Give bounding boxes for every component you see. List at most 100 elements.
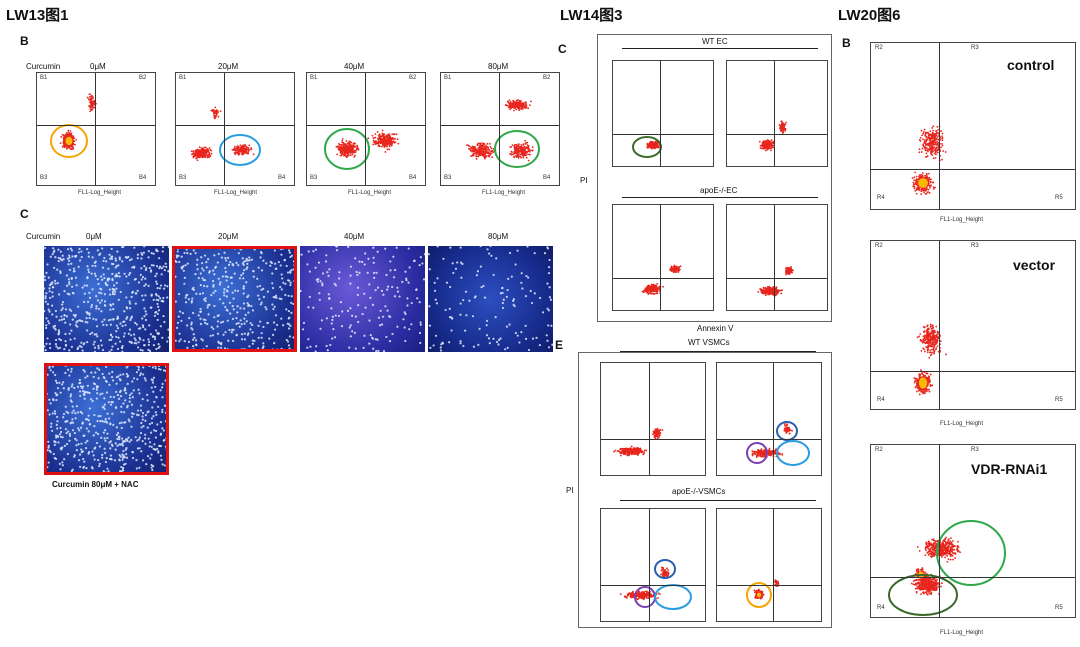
cell-nucleus	[132, 389, 135, 392]
event-dot	[651, 144, 653, 146]
cell-nucleus	[317, 261, 321, 264]
cell-nucleus	[486, 248, 489, 251]
cell-nucleus	[151, 406, 154, 409]
cell-nucleus	[119, 455, 122, 458]
cell-nucleus	[551, 343, 553, 346]
cell-nucleus	[232, 297, 235, 300]
cell-nucleus	[232, 264, 235, 267]
cell-nucleus	[231, 328, 234, 331]
cell-nucleus	[404, 270, 407, 273]
cell-nucleus	[85, 427, 88, 430]
cell-nucleus	[524, 337, 528, 340]
cell-nucleus	[279, 285, 282, 289]
event-dot	[766, 142, 769, 144]
event-dot	[671, 267, 673, 270]
cell-nucleus	[106, 412, 109, 415]
cell-nucleus	[44, 287, 46, 290]
cell-nucleus	[393, 295, 397, 298]
cell-nucleus	[234, 289, 237, 292]
event-dot	[211, 110, 214, 113]
cell-nucleus	[49, 369, 52, 372]
cell-nucleus	[220, 256, 224, 259]
cell-nucleus	[464, 329, 467, 332]
event-dot	[514, 105, 517, 107]
cell-nucleus	[125, 446, 128, 450]
cell-nucleus	[119, 340, 122, 343]
cell-nucleus	[143, 246, 146, 248]
event-dot	[356, 147, 359, 149]
cell-nucleus	[110, 473, 114, 475]
cell-nucleus	[139, 348, 142, 351]
cell-nucleus	[329, 343, 332, 347]
cell-nucleus	[220, 343, 223, 346]
cell-nucleus	[211, 334, 215, 337]
cell-nucleus	[83, 434, 86, 437]
event-dot	[519, 149, 522, 152]
cell-nucleus	[104, 379, 108, 382]
event-dot	[377, 142, 380, 144]
cell-nucleus	[165, 437, 168, 440]
cell-nucleus	[118, 458, 121, 461]
event-dot	[776, 291, 779, 294]
cell-nucleus	[59, 447, 62, 450]
cell-nucleus	[349, 274, 352, 277]
cell-nucleus	[267, 246, 270, 250]
lw14-ec-apoe-1	[612, 204, 714, 311]
event-dot	[653, 141, 656, 144]
cell-nucleus	[403, 326, 406, 329]
cell-nucleus	[533, 292, 536, 295]
cell-nucleus	[120, 426, 123, 430]
cell-nucleus	[57, 293, 61, 296]
event-dot	[195, 149, 198, 152]
cell-nucleus	[61, 307, 64, 310]
cell-nucleus	[73, 431, 77, 435]
cell-nucleus	[59, 426, 62, 430]
cell-nucleus	[68, 268, 72, 272]
cell-nucleus	[55, 315, 58, 318]
event-dot	[88, 93, 91, 96]
event-dot	[350, 154, 352, 157]
event-dot	[377, 145, 380, 147]
cell-nucleus	[124, 438, 128, 441]
cell-nucleus	[155, 429, 158, 433]
event-dot	[247, 147, 250, 150]
cell-nucleus	[227, 339, 230, 342]
event-dot	[780, 292, 783, 295]
cell-nucleus	[174, 339, 177, 342]
cell-nucleus	[229, 261, 232, 264]
cell-nucleus	[276, 348, 279, 351]
cell-nucleus	[96, 419, 99, 423]
cell-nucleus	[161, 427, 164, 430]
cell-nucleus	[550, 324, 553, 327]
cell-nucleus	[105, 260, 108, 263]
cell-nucleus	[118, 469, 122, 473]
event-dot	[466, 144, 468, 147]
cell-nucleus	[56, 347, 60, 350]
event-dot	[377, 140, 380, 143]
cell-nucleus	[259, 320, 262, 323]
cell-nucleus	[148, 324, 151, 327]
event-dot	[90, 102, 93, 104]
event-dot	[468, 145, 471, 148]
event-dot	[346, 151, 349, 154]
cell-nucleus	[94, 371, 97, 374]
event-dot	[344, 151, 347, 154]
cell-nucleus	[65, 315, 69, 318]
cell-nucleus	[492, 273, 495, 277]
cell-nucleus	[103, 447, 106, 450]
event-dot	[214, 115, 217, 117]
lw14-scatter-1	[632, 136, 662, 158]
cell-nucleus	[262, 325, 265, 329]
event-dot	[511, 106, 514, 109]
event-dot	[525, 146, 528, 149]
event-dot	[526, 144, 529, 146]
cell-nucleus	[91, 331, 94, 334]
cell-nucleus	[161, 382, 164, 386]
event-dot	[642, 291, 645, 294]
cell-nucleus	[131, 450, 134, 454]
cell-nucleus	[246, 302, 249, 305]
event-dot	[65, 147, 68, 150]
cell-nucleus	[138, 473, 141, 475]
event-dot	[88, 96, 91, 98]
cell-nucleus	[82, 457, 85, 461]
